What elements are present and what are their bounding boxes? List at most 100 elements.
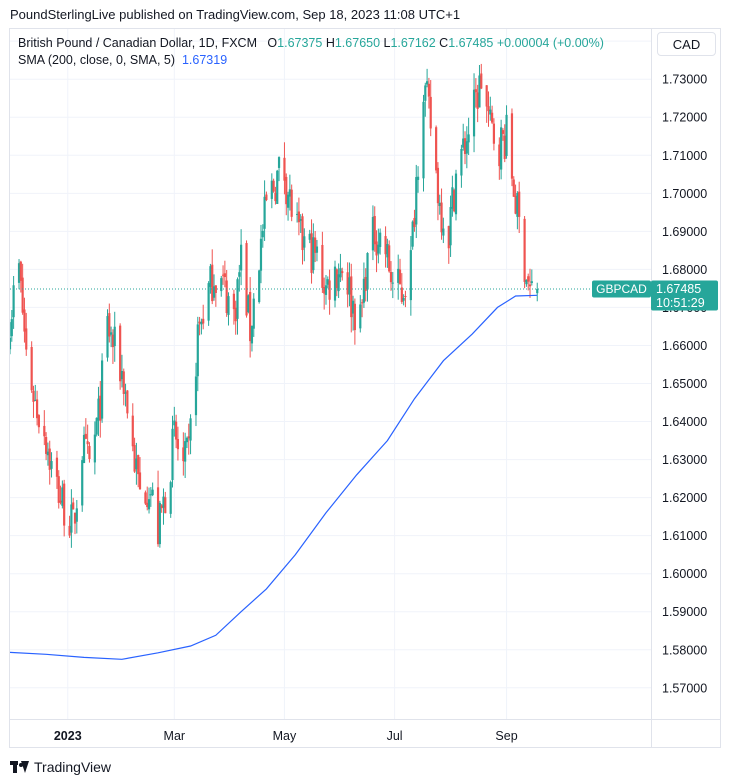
candle-body <box>503 135 506 159</box>
chart-legend: British Pound / Canadian Dollar, 1D, FXC… <box>18 35 604 69</box>
candle-body <box>124 392 127 394</box>
candle-body <box>93 434 96 463</box>
candle-body <box>465 141 468 154</box>
candle-body <box>225 280 228 314</box>
candle-body <box>223 273 226 278</box>
candle-body <box>467 134 470 143</box>
candle-body <box>449 207 452 246</box>
price-tick-label: 1.73000 <box>662 73 707 87</box>
candle-body <box>19 261 22 281</box>
candle-body <box>384 236 387 255</box>
candle-body <box>505 114 508 157</box>
candle-body <box>442 228 445 236</box>
price-tick-label: 1.69000 <box>662 225 707 239</box>
candle-body <box>75 508 78 522</box>
candle-body <box>346 272 349 295</box>
candle-body <box>73 512 77 524</box>
candle-body <box>158 502 161 545</box>
price-tag-value: 1.67485 <box>656 282 701 296</box>
candle-body <box>171 428 174 481</box>
candle-body <box>375 241 378 256</box>
symbol-title[interactable]: British Pound / Canadian Dollar, 1D, FXC… <box>18 36 257 50</box>
candle-body <box>198 321 201 324</box>
candle-body <box>462 138 465 148</box>
candle-body <box>350 276 353 318</box>
high-value: 1.67650 <box>334 36 381 50</box>
candle-body <box>48 448 51 470</box>
candle-body <box>510 113 514 179</box>
candle-body <box>447 226 450 249</box>
chart-frame <box>9 28 721 748</box>
candle-body <box>236 279 239 319</box>
price-tick-label: 1.65000 <box>662 377 707 391</box>
price-tick-label: 1.59000 <box>662 605 707 619</box>
candle-body <box>339 268 342 278</box>
candle-body <box>498 144 501 167</box>
candle-body <box>527 276 530 282</box>
candle-body <box>500 127 503 170</box>
candle-body <box>341 271 344 274</box>
candle-body <box>422 101 425 179</box>
candle-body <box>185 437 189 443</box>
candle-body <box>187 436 190 439</box>
candle-body <box>371 217 375 251</box>
candle-body <box>189 418 192 441</box>
candle-body <box>429 96 432 129</box>
candle-body <box>512 179 515 197</box>
candle-body <box>402 298 405 301</box>
candle-body <box>196 324 199 377</box>
open-value: 1.67375 <box>277 36 323 50</box>
candle-body <box>232 293 235 310</box>
price-tick-label: 1.60000 <box>662 567 707 581</box>
candle-body <box>485 85 488 107</box>
candle-body <box>250 325 254 344</box>
candle-body <box>314 237 317 253</box>
candle-body <box>147 499 151 510</box>
low-value: 1.67162 <box>390 36 436 50</box>
candle-body <box>207 283 210 321</box>
currency-badge[interactable]: CAD <box>657 32 716 56</box>
candle-body <box>34 399 37 401</box>
candle-body <box>227 296 230 315</box>
candle-body <box>50 461 53 469</box>
candle-body <box>126 390 129 414</box>
candle-body <box>436 167 440 204</box>
candle-body <box>366 253 369 290</box>
candle-body <box>200 321 203 325</box>
candle-body <box>110 332 113 335</box>
candle-body <box>295 213 299 215</box>
candle-body <box>57 476 60 503</box>
candle-body <box>364 277 367 291</box>
symbol-tag <box>592 280 651 298</box>
price-tick-label: 1.64000 <box>662 415 707 429</box>
candle-body <box>501 130 505 134</box>
candle-body <box>184 441 187 462</box>
candle-body <box>472 89 476 137</box>
candle-body <box>480 73 483 89</box>
time-tick-label: 2023 <box>54 729 82 743</box>
candle-body <box>25 328 28 350</box>
change-value: +0.00004 (+0.00%) <box>496 36 604 50</box>
time-tick-label: May <box>273 729 297 743</box>
candle-body <box>288 189 291 197</box>
candle-body <box>487 106 490 112</box>
candle-body <box>518 191 521 217</box>
candle-body <box>454 173 458 215</box>
price-tick-label: 1.66000 <box>662 339 707 353</box>
candles-group <box>10 63 539 548</box>
candle-body <box>272 180 275 192</box>
price-tick-label: 1.63000 <box>662 453 707 467</box>
candle-body <box>427 83 431 97</box>
candle-body <box>202 318 205 324</box>
tradingview-logo-icon <box>10 761 30 773</box>
candle-body <box>379 232 382 247</box>
candle-body <box>194 376 198 416</box>
candle-body <box>144 492 147 504</box>
candle-body <box>32 390 35 402</box>
time-tick-label: Sep <box>495 729 517 743</box>
candle-body <box>220 278 223 292</box>
close-label: C <box>439 36 449 50</box>
candle-body <box>100 360 104 419</box>
sma-indicator-label[interactable]: SMA (200, close, 0, SMA, 5) <box>18 53 176 67</box>
